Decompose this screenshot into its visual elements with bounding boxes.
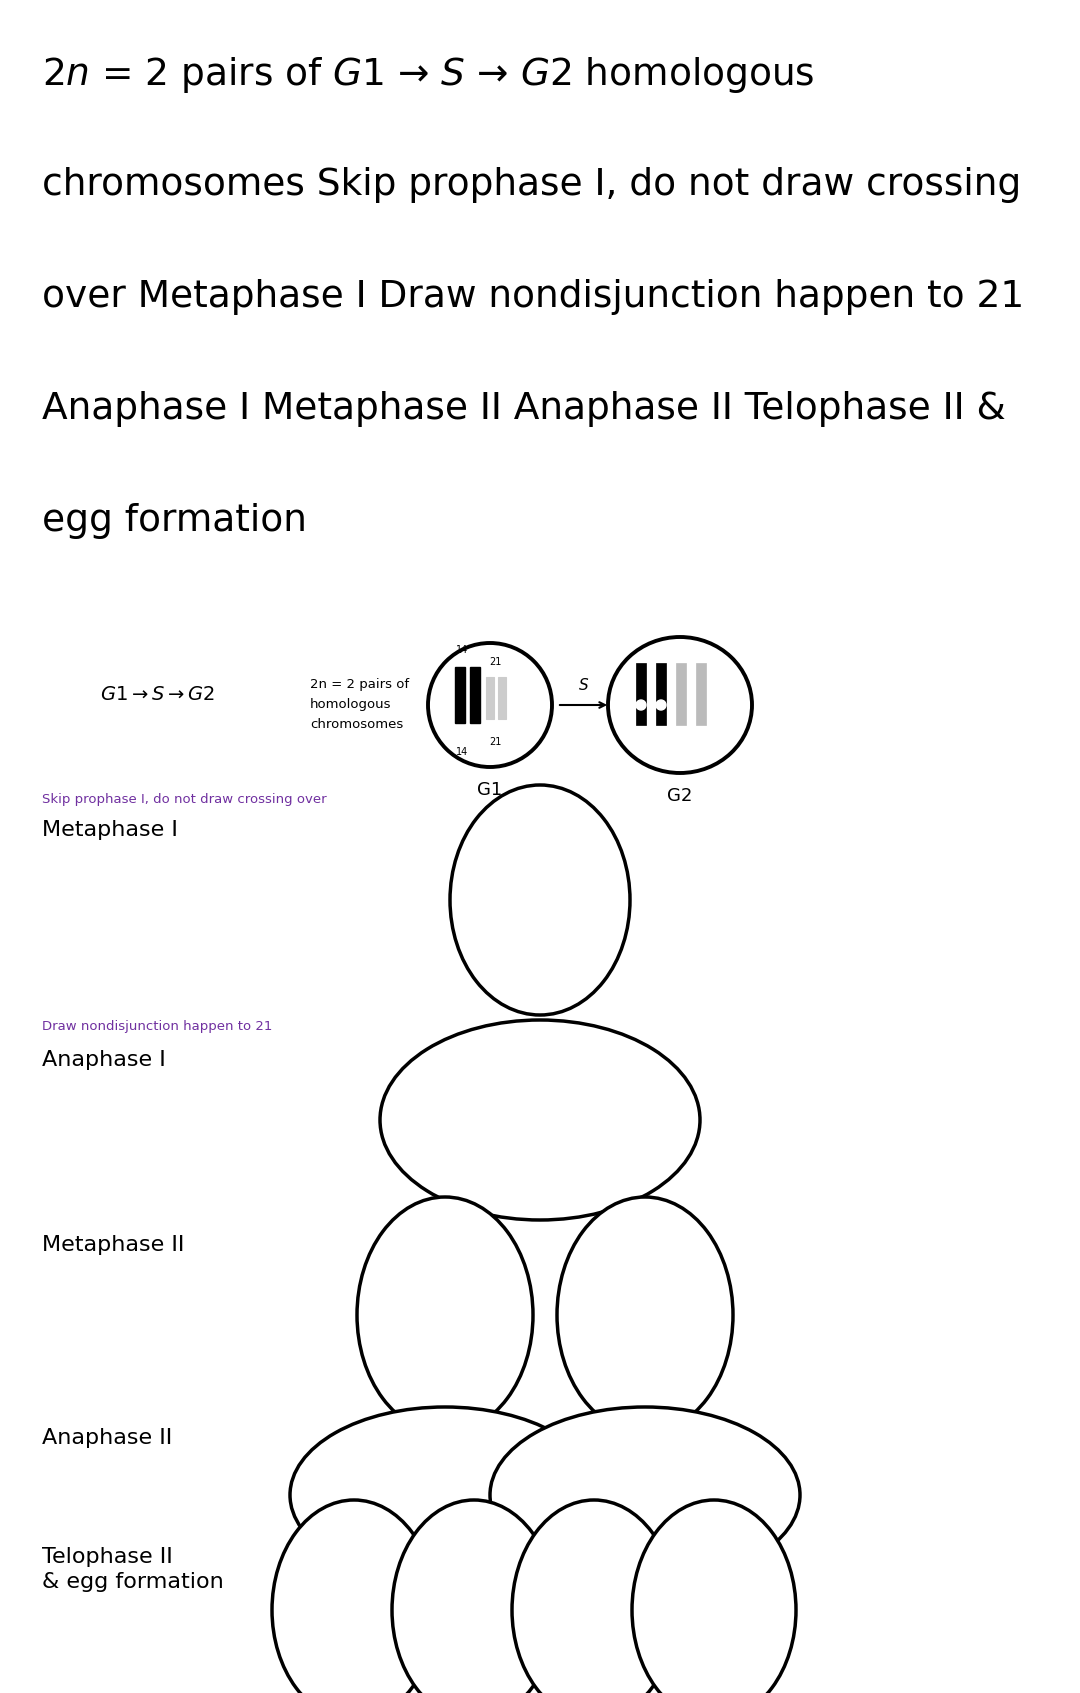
Text: over Metaphase I Draw nondisjunction happen to 21: over Metaphase I Draw nondisjunction hap… <box>42 279 1024 315</box>
Bar <box>470 667 480 723</box>
Text: G1: G1 <box>477 780 502 799</box>
Ellipse shape <box>490 1407 800 1583</box>
Text: S: S <box>579 677 589 692</box>
Circle shape <box>636 699 646 709</box>
Text: egg formation: egg formation <box>42 503 307 538</box>
Ellipse shape <box>380 1019 700 1221</box>
Bar <box>696 664 706 725</box>
Bar <box>455 667 465 723</box>
Text: Skip prophase I, do not draw crossing over: Skip prophase I, do not draw crossing ov… <box>42 792 326 806</box>
Circle shape <box>656 699 666 709</box>
Text: homologous: homologous <box>310 698 391 711</box>
Bar <box>656 664 666 725</box>
Text: G2: G2 <box>667 787 692 804</box>
Ellipse shape <box>357 1197 534 1432</box>
Ellipse shape <box>291 1407 600 1583</box>
Text: Draw nondisjunction happen to 21: Draw nondisjunction happen to 21 <box>42 1019 272 1033</box>
Text: 2n = 2 pairs of: 2n = 2 pairs of <box>310 677 409 691</box>
Text: Metaphase I: Metaphase I <box>42 819 178 840</box>
Ellipse shape <box>392 1500 556 1693</box>
Ellipse shape <box>512 1500 676 1693</box>
Text: $G1 \rightarrow S \rightarrow G2$: $G1 \rightarrow S \rightarrow G2$ <box>100 686 215 704</box>
Text: $2n$ = 2 pairs of $G1$ → $S$ → $G2$ homologous: $2n$ = 2 pairs of $G1$ → $S$ → $G2$ homo… <box>42 54 814 95</box>
Ellipse shape <box>272 1500 436 1693</box>
Bar <box>636 664 646 725</box>
Text: Anaphase I: Anaphase I <box>42 1050 165 1070</box>
Ellipse shape <box>557 1197 733 1432</box>
Text: Anaphase II: Anaphase II <box>42 1427 172 1448</box>
Text: 14: 14 <box>456 747 468 757</box>
Text: 21: 21 <box>489 657 501 667</box>
Ellipse shape <box>608 637 752 774</box>
Text: chromosomes: chromosomes <box>310 718 403 731</box>
Bar <box>676 664 686 725</box>
Text: 21: 21 <box>489 736 501 747</box>
Bar <box>498 677 507 720</box>
Bar <box>486 677 494 720</box>
Text: chromosomes Skip prophase I, do not draw crossing: chromosomes Skip prophase I, do not draw… <box>42 168 1022 203</box>
Text: Telophase II: Telophase II <box>42 1547 173 1568</box>
Ellipse shape <box>428 643 552 767</box>
Text: Metaphase II: Metaphase II <box>42 1234 185 1255</box>
Ellipse shape <box>632 1500 796 1693</box>
Text: 14: 14 <box>456 645 468 655</box>
Ellipse shape <box>450 786 630 1016</box>
Text: Anaphase I Metaphase II Anaphase II Telophase II &: Anaphase I Metaphase II Anaphase II Telo… <box>42 391 1005 427</box>
Text: & egg formation: & egg formation <box>42 1573 224 1591</box>
